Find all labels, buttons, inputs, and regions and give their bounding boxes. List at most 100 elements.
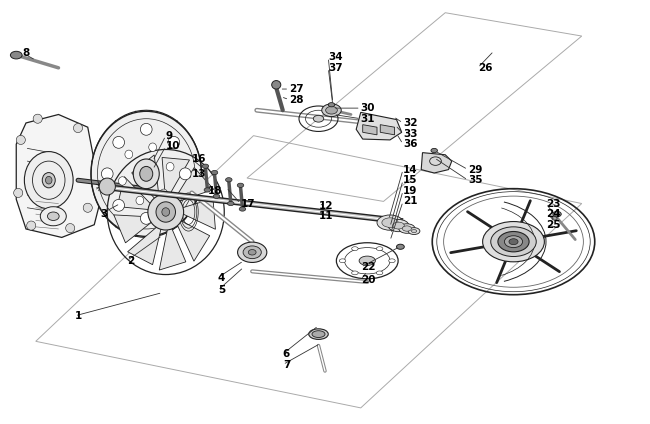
Polygon shape — [421, 153, 452, 173]
Circle shape — [27, 221, 36, 230]
Polygon shape — [380, 125, 395, 135]
Ellipse shape — [42, 173, 55, 188]
Ellipse shape — [140, 123, 152, 135]
Text: 19: 19 — [403, 186, 417, 196]
Text: 35: 35 — [468, 175, 482, 185]
Text: 18: 18 — [208, 186, 222, 196]
Ellipse shape — [113, 199, 125, 211]
Ellipse shape — [504, 236, 523, 248]
Ellipse shape — [272, 81, 281, 89]
Text: 3: 3 — [101, 209, 108, 219]
Ellipse shape — [396, 244, 404, 249]
Polygon shape — [117, 177, 154, 210]
Text: 22: 22 — [361, 262, 375, 272]
Text: 21: 21 — [403, 196, 417, 206]
Ellipse shape — [25, 152, 73, 209]
Circle shape — [14, 188, 23, 198]
Text: 5: 5 — [218, 285, 225, 296]
Circle shape — [66, 223, 75, 233]
Circle shape — [73, 123, 83, 133]
Ellipse shape — [309, 329, 328, 339]
Ellipse shape — [136, 196, 144, 205]
Ellipse shape — [377, 215, 403, 230]
Ellipse shape — [160, 189, 168, 198]
Text: 37: 37 — [328, 63, 343, 73]
Circle shape — [33, 114, 42, 123]
Ellipse shape — [398, 224, 415, 233]
Ellipse shape — [125, 150, 133, 159]
Ellipse shape — [498, 232, 529, 252]
Ellipse shape — [46, 176, 52, 184]
Polygon shape — [176, 218, 210, 261]
Ellipse shape — [389, 259, 395, 262]
Ellipse shape — [393, 222, 404, 229]
Ellipse shape — [339, 259, 346, 262]
Circle shape — [16, 135, 25, 145]
Text: 17: 17 — [240, 198, 255, 209]
Ellipse shape — [168, 137, 179, 148]
Ellipse shape — [179, 168, 191, 180]
Ellipse shape — [162, 208, 170, 216]
Ellipse shape — [239, 207, 246, 211]
Ellipse shape — [552, 212, 561, 217]
Ellipse shape — [213, 194, 220, 198]
Polygon shape — [159, 224, 186, 270]
Ellipse shape — [40, 207, 66, 226]
Ellipse shape — [149, 143, 157, 151]
Ellipse shape — [204, 188, 211, 192]
Polygon shape — [162, 157, 190, 199]
Ellipse shape — [166, 162, 174, 171]
Text: 31: 31 — [361, 114, 375, 124]
Ellipse shape — [238, 242, 267, 262]
Ellipse shape — [376, 247, 383, 251]
Text: 15: 15 — [403, 175, 417, 185]
Ellipse shape — [148, 194, 183, 230]
Ellipse shape — [388, 220, 409, 232]
Ellipse shape — [352, 247, 358, 251]
Text: 24: 24 — [546, 209, 560, 219]
Ellipse shape — [133, 159, 159, 189]
Circle shape — [83, 203, 92, 212]
Text: 6: 6 — [283, 349, 290, 359]
Text: 4: 4 — [218, 273, 225, 283]
Text: 11: 11 — [318, 211, 333, 221]
Polygon shape — [173, 167, 214, 203]
Ellipse shape — [313, 115, 324, 122]
Polygon shape — [356, 112, 402, 140]
Polygon shape — [16, 114, 101, 237]
Ellipse shape — [408, 228, 420, 234]
Text: 27: 27 — [289, 84, 304, 94]
Ellipse shape — [376, 271, 383, 275]
Text: 34: 34 — [328, 52, 343, 62]
Ellipse shape — [140, 167, 153, 181]
Ellipse shape — [312, 331, 325, 338]
Ellipse shape — [382, 218, 398, 227]
Text: 12: 12 — [318, 201, 333, 211]
Ellipse shape — [243, 246, 261, 259]
Text: 20: 20 — [361, 275, 375, 285]
Ellipse shape — [431, 148, 437, 153]
Ellipse shape — [482, 222, 545, 262]
Ellipse shape — [118, 177, 126, 185]
Text: 8: 8 — [23, 48, 30, 58]
Ellipse shape — [509, 239, 518, 245]
Text: 33: 33 — [403, 128, 417, 139]
Ellipse shape — [237, 183, 244, 187]
Ellipse shape — [322, 104, 341, 117]
Ellipse shape — [328, 103, 335, 107]
Ellipse shape — [359, 256, 375, 265]
Text: 1: 1 — [75, 311, 82, 321]
Ellipse shape — [227, 201, 234, 206]
Text: 23: 23 — [546, 198, 560, 209]
Ellipse shape — [402, 226, 411, 231]
Ellipse shape — [202, 164, 209, 168]
Ellipse shape — [326, 106, 337, 114]
Polygon shape — [132, 155, 159, 202]
Ellipse shape — [156, 202, 176, 222]
Ellipse shape — [491, 227, 536, 257]
Text: 29: 29 — [468, 165, 482, 175]
Ellipse shape — [99, 178, 116, 195]
Text: 7: 7 — [283, 360, 290, 370]
Ellipse shape — [411, 229, 417, 233]
Ellipse shape — [168, 199, 179, 211]
